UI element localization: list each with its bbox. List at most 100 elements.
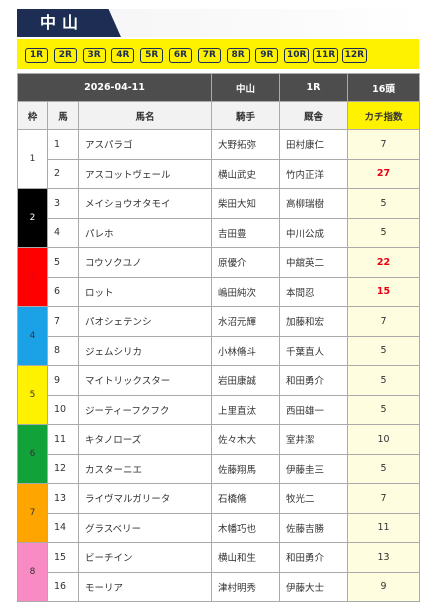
table-row: 14 グラスベリー 木幡巧也 佐藤吉勝 11: [18, 512, 420, 543]
race-button-12r[interactable]: 12R: [341, 48, 367, 63]
jockey-name: 岩田康誠: [211, 365, 280, 396]
horse-name: モーリア: [78, 571, 212, 602]
trainer-name: 中川公成: [279, 217, 348, 248]
jockey-name: 柴田大知: [211, 188, 280, 219]
horse-number: 10: [47, 394, 79, 425]
table-row: 8 15 ビーチイン 横山和生 和田勇介 13: [17, 542, 420, 602]
race-button-10r[interactable]: 10R: [284, 48, 310, 63]
jockey-name: 佐々木大: [211, 424, 280, 455]
race-button-5r[interactable]: 5R: [140, 48, 164, 63]
jockey-name: 原優介: [211, 247, 280, 278]
table-row: 8 ジェムシリカ 小林脩斗 千葉直人 5: [18, 335, 420, 366]
race-button-11r[interactable]: 11R: [313, 48, 338, 63]
jockey-name: 嶋田純次: [211, 276, 280, 307]
horse-name: ジェムシリカ: [78, 335, 212, 366]
race-card-table: 2026-04-11 中山 1R 16頭 枠 馬 馬名 騎手 厩舎 カチ指数 1…: [17, 73, 420, 602]
table-row: 4 7 パオシェテンシ 水沼元輝 加藤和宏 7: [17, 306, 420, 366]
col-header-trainer: 厩舎: [279, 101, 348, 130]
trainer-name: 和田勇介: [279, 542, 348, 573]
race-button-3r[interactable]: 3R: [82, 48, 106, 63]
race-button-2r[interactable]: 2R: [53, 48, 77, 63]
table-row: 5 9 マイトリックスター 岩田康誠 和田勇介 5: [17, 365, 420, 425]
kachi-index: 27: [347, 158, 420, 189]
trainer-name: 本間忍: [279, 276, 348, 307]
kachi-index: 5: [347, 217, 420, 248]
kachi-index: 10: [347, 424, 420, 455]
horse-name: カスターニエ: [78, 453, 212, 484]
horse-number: 4: [47, 217, 79, 248]
jockey-name: 石橋脩: [211, 483, 280, 514]
race-button-9r[interactable]: 9R: [255, 48, 279, 63]
trainer-name: 牧光二: [279, 483, 348, 514]
trainer-name: 佐藤吉勝: [279, 512, 348, 543]
horse-name: コウソクユノ: [78, 247, 212, 278]
horse-number: 5: [47, 247, 79, 278]
horse-number: 11: [47, 424, 79, 455]
horse-name: ジーティーフクフク: [78, 394, 212, 425]
table-row: 1 1 アスパラゴ 大野拓弥 田村康仁 7: [17, 129, 420, 189]
horse-number: 1: [47, 129, 79, 160]
kachi-index: 7: [347, 306, 420, 337]
horse-name: ライヴマルガリータ: [78, 483, 212, 514]
race-button-6r[interactable]: 6R: [169, 48, 192, 63]
horse-name: アスパラゴ: [78, 129, 212, 160]
trainer-name: 加藤和宏: [279, 306, 348, 337]
race-button-4r[interactable]: 4R: [111, 48, 135, 63]
horse-number: 2: [47, 158, 79, 189]
horse-number: 13: [47, 483, 79, 514]
kachi-index: 5: [347, 188, 420, 219]
horse-number: 3: [47, 188, 79, 219]
kachi-index: 5: [347, 394, 420, 425]
trainer-name: 千葉直人: [279, 335, 348, 366]
table-row: 6 11 キタノローズ 佐々木大 室井潔 10: [17, 424, 420, 484]
horse-number: 6: [47, 276, 79, 307]
race-info-row: 2026-04-11 中山 1R 16頭: [17, 73, 420, 102]
jockey-name: 横山和生: [211, 542, 280, 573]
race-button-1r[interactable]: 1R: [25, 48, 48, 63]
kachi-index: 5: [347, 335, 420, 366]
trainer-name: 室井潔: [279, 424, 348, 455]
runner-count: 16頭: [347, 73, 420, 102]
kachi-index: 22: [347, 247, 420, 278]
horse-name: マイトリックスター: [78, 365, 212, 396]
venue-header-tab: [17, 9, 121, 37]
waku-cell: 3: [17, 247, 48, 307]
jockey-name: 小林脩斗: [211, 335, 280, 366]
horse-number: 8: [47, 335, 79, 366]
horse-number: 7: [47, 306, 79, 337]
jockey-name: 大野拓弥: [211, 129, 280, 160]
horse-name: ロット: [78, 276, 212, 307]
col-header-index: カチ指数: [347, 101, 420, 130]
horse-number: 9: [47, 365, 79, 396]
waku-cell: 5: [17, 365, 48, 425]
venue-title: 中山: [40, 13, 85, 32]
kachi-index: 9: [347, 571, 420, 602]
trainer-name: 和田勇介: [279, 365, 348, 396]
kachi-index: 11: [347, 512, 420, 543]
waku-cell: 2: [17, 188, 48, 248]
kachi-index: 5: [347, 365, 420, 396]
table-row: 3 5 コウソクユノ 原優介 中舘英二 22: [17, 247, 420, 307]
race-button-8r[interactable]: 8R: [226, 48, 250, 63]
table-row: 2 アスコットヴェール 横山武史 竹内正洋 27: [18, 158, 420, 189]
kachi-index: 7: [347, 483, 420, 514]
table-row: 12 カスターニエ 佐藤翔馬 伊藤圭三 5: [18, 453, 420, 484]
horse-name: パオシェテンシ: [78, 306, 212, 337]
horse-name: キタノローズ: [78, 424, 212, 455]
table-header-row: 枠 馬 馬名 騎手 厩舎 カチ指数: [17, 101, 420, 130]
race-venue: 中山: [211, 73, 280, 102]
jockey-name: 津村明秀: [211, 571, 280, 602]
waku-cell: 8: [17, 542, 48, 602]
horse-name: アスコットヴェール: [78, 158, 212, 189]
waku-cell: 4: [17, 306, 48, 366]
table-row: 16 モーリア 津村明秀 伊藤大士 9: [18, 571, 420, 602]
horse-number: 15: [47, 542, 79, 573]
table-row: 2 3 メイショウオタモイ 柴田大知 高柳瑞樹 5: [17, 188, 420, 248]
trainer-name: 伊藤大士: [279, 571, 348, 602]
race-button-7r[interactable]: 7R: [197, 48, 221, 63]
horse-name: パレホ: [78, 217, 212, 248]
horse-name: メイショウオタモイ: [78, 188, 212, 219]
trainer-name: 竹内正洋: [279, 158, 348, 189]
jockey-name: 木幡巧也: [211, 512, 280, 543]
table-row: 10 ジーティーフクフク 上里直汰 西田雄一 5: [18, 394, 420, 425]
